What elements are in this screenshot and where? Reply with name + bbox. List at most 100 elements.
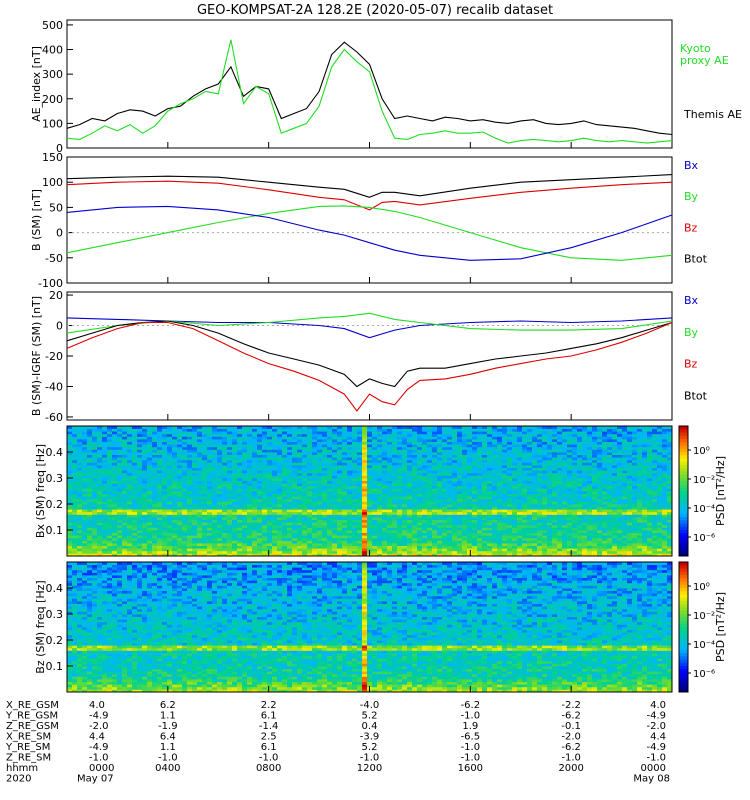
spectrogram-cell bbox=[272, 462, 278, 466]
spectrogram-cell bbox=[427, 483, 433, 487]
spectrogram-cell bbox=[182, 519, 188, 523]
spectrogram-cell bbox=[172, 470, 178, 474]
spectrogram-cell bbox=[352, 550, 358, 554]
spectrogram-cell bbox=[292, 449, 298, 453]
spectrogram-cell bbox=[462, 426, 468, 429]
spectrogram-cell bbox=[442, 465, 448, 468]
spectrogram-cell bbox=[287, 465, 293, 468]
spectrogram-cell bbox=[417, 472, 423, 476]
spectrogram-cell bbox=[212, 433, 218, 437]
spectrogram-cell bbox=[177, 470, 183, 474]
spectrogram-cell bbox=[162, 509, 168, 513]
spectrogram-cell bbox=[272, 449, 278, 453]
spectrogram-cell bbox=[472, 517, 478, 520]
spectrogram-cell bbox=[67, 501, 73, 505]
spectrogram-cell bbox=[252, 517, 258, 520]
spectrogram-cell bbox=[117, 462, 123, 466]
spectrogram-cell bbox=[122, 535, 128, 539]
spectrogram-cell bbox=[457, 433, 463, 437]
spectrogram-cell bbox=[507, 509, 513, 513]
legend-by: By bbox=[684, 326, 699, 339]
spectrogram-cell bbox=[472, 488, 478, 492]
spectrogram-cell bbox=[232, 491, 238, 494]
spectrogram-cell bbox=[287, 524, 293, 528]
spectrogram-cell bbox=[487, 535, 493, 539]
spectrogram-cell bbox=[537, 483, 543, 487]
spectrogram-cell bbox=[317, 475, 323, 479]
spectrogram-cell bbox=[197, 514, 203, 518]
spectrogram-cell bbox=[237, 524, 243, 528]
spectrogram-cell bbox=[132, 524, 138, 528]
spectrogram-cell bbox=[322, 431, 328, 435]
spectrogram-cell bbox=[437, 475, 443, 479]
spectrogram-cell bbox=[307, 504, 313, 507]
spectrogram-cell bbox=[447, 504, 453, 507]
spectrogram-cell bbox=[402, 457, 408, 461]
spectrogram-cell bbox=[182, 470, 188, 474]
spectrogram-cell bbox=[292, 472, 298, 476]
spectrogram-cell bbox=[537, 530, 543, 533]
spectrogram-cell bbox=[452, 519, 458, 523]
spectrogram-cell bbox=[247, 493, 253, 497]
spectrogram-cell bbox=[347, 431, 353, 435]
spectrogram-cell bbox=[362, 491, 368, 494]
spectrogram-cell bbox=[267, 527, 273, 531]
spectrogram-cell bbox=[452, 446, 458, 450]
spectrogram-cell bbox=[192, 532, 198, 536]
spectrogram-cell bbox=[487, 509, 493, 513]
spectrogram-cell bbox=[82, 488, 88, 492]
spectrogram-cell bbox=[257, 545, 263, 549]
spectrogram-cell bbox=[392, 459, 398, 463]
spectrogram-cell bbox=[212, 519, 218, 523]
spectrogram-cell bbox=[222, 504, 228, 507]
spectrogram-cell bbox=[212, 488, 218, 492]
spectrogram-cell bbox=[477, 462, 483, 466]
spectrogram-cell bbox=[192, 428, 198, 432]
spectrogram-cell bbox=[202, 548, 208, 552]
spectrogram-cell bbox=[267, 459, 273, 463]
spectrogram-cell bbox=[72, 431, 78, 435]
spectrogram-cell bbox=[482, 480, 488, 484]
spectrogram-cell bbox=[142, 478, 148, 481]
spectrogram-cell bbox=[227, 449, 233, 453]
spectrogram-cell bbox=[97, 504, 103, 507]
spectrogram-cell bbox=[272, 459, 278, 463]
spectrogram-cell bbox=[447, 462, 453, 466]
spectrogram-cell bbox=[547, 527, 553, 531]
spectrogram-cell bbox=[187, 467, 193, 471]
spectrogram-cell bbox=[362, 426, 368, 429]
spectrogram-cell bbox=[237, 522, 243, 526]
spectrogram-cell bbox=[442, 504, 448, 507]
spectrogram-cell bbox=[357, 478, 363, 481]
spectrogram-cell bbox=[292, 426, 298, 429]
spectrogram-cell bbox=[242, 433, 248, 437]
spectrogram-cell bbox=[527, 436, 533, 440]
spectrogram-cell bbox=[437, 545, 443, 549]
spectrogram-cell bbox=[172, 553, 178, 557]
spectrogram-cell bbox=[512, 478, 518, 481]
spectrogram-cell bbox=[232, 522, 238, 526]
spectrogram-cell bbox=[202, 446, 208, 450]
spectrogram-cell bbox=[477, 439, 483, 442]
spectrogram-cell bbox=[192, 454, 198, 458]
spectrogram-cell bbox=[157, 478, 163, 481]
spectrogram-cell bbox=[212, 517, 218, 520]
spectrogram-cell bbox=[217, 426, 223, 429]
spectrogram-cell bbox=[472, 462, 478, 466]
spectrogram-cell bbox=[222, 431, 228, 435]
spectrogram-cell bbox=[452, 545, 458, 549]
spectrogram-cell bbox=[267, 426, 273, 429]
spectrogram-cell bbox=[182, 532, 188, 536]
spectrogram-cell bbox=[152, 540, 158, 544]
spectrogram-cell bbox=[197, 511, 203, 515]
spectrogram-cell bbox=[92, 426, 98, 429]
spectrogram-cell bbox=[297, 480, 303, 484]
spectrogram-cell bbox=[317, 532, 323, 536]
spectrogram-cell bbox=[537, 501, 543, 505]
spectrogram-cell bbox=[362, 550, 368, 554]
spectrogram-cell bbox=[277, 483, 283, 487]
spectrogram-cell bbox=[407, 472, 413, 476]
spectrogram-cell bbox=[147, 527, 153, 531]
spectrogram-cell bbox=[517, 483, 523, 487]
spectrogram-cell bbox=[87, 480, 93, 484]
